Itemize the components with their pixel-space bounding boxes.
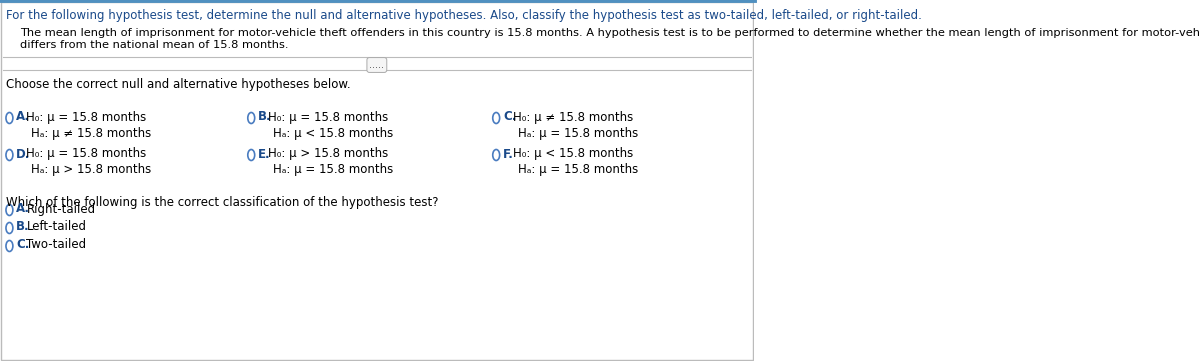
Text: D.: D. [17,148,31,161]
Text: Right-tailed: Right-tailed [26,203,96,216]
Text: H₀: μ ≠ 15.8 months: H₀: μ ≠ 15.8 months [512,110,632,123]
Text: H₀: μ > 15.8 months: H₀: μ > 15.8 months [268,148,388,161]
Text: C.: C. [503,110,516,123]
Text: Hₐ: μ = 15.8 months: Hₐ: μ = 15.8 months [517,164,637,177]
Text: Hₐ: μ > 15.8 months: Hₐ: μ > 15.8 months [31,164,151,177]
Text: Hₐ: μ ≠ 15.8 months: Hₐ: μ ≠ 15.8 months [31,126,151,139]
Text: .....: ..... [370,60,384,70]
Text: H₀: μ = 15.8 months: H₀: μ = 15.8 months [268,110,388,123]
Text: Hₐ: μ = 15.8 months: Hₐ: μ = 15.8 months [272,164,392,177]
Text: H₀: μ = 15.8 months: H₀: μ = 15.8 months [25,148,146,161]
Text: B.: B. [258,110,271,123]
Text: Two-tailed: Two-tailed [26,239,86,252]
Text: Which of the following is the correct classification of the hypothesis test?: Which of the following is the correct cl… [6,196,439,209]
Text: Left-tailed: Left-tailed [26,221,86,234]
Text: The mean length of imprisonment for motor-vehicle theft offenders in this countr: The mean length of imprisonment for moto… [20,28,1200,38]
Text: C.: C. [17,239,30,252]
Text: A.: A. [17,110,30,123]
Text: E.: E. [258,148,271,161]
FancyBboxPatch shape [1,2,754,360]
Text: F.: F. [503,148,514,161]
Text: H₀: μ = 15.8 months: H₀: μ = 15.8 months [25,110,146,123]
Text: differs from the national mean of 15.8 months.: differs from the national mean of 15.8 m… [20,40,288,50]
Text: Hₐ: μ < 15.8 months: Hₐ: μ < 15.8 months [272,126,392,139]
Text: A.: A. [17,203,30,216]
Text: For the following hypothesis test, determine the null and alternative hypotheses: For the following hypothesis test, deter… [6,9,922,22]
Text: H₀: μ < 15.8 months: H₀: μ < 15.8 months [512,148,632,161]
Text: Hₐ: μ = 15.8 months: Hₐ: μ = 15.8 months [517,126,637,139]
Text: Choose the correct null and alternative hypotheses below.: Choose the correct null and alternative … [6,78,350,91]
Text: B.: B. [17,221,30,234]
